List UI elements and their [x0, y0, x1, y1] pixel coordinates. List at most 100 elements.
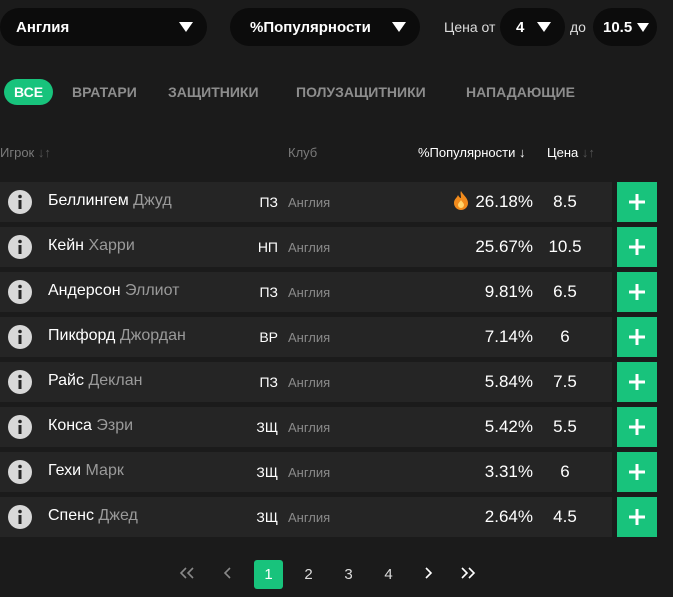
info-icon[interactable]	[7, 324, 33, 350]
position: ЗЩ	[256, 509, 278, 525]
player-name: Пикфорд Джордан	[48, 327, 186, 345]
header-club: Клуб	[288, 145, 318, 160]
price: 5.5	[553, 417, 577, 436]
last-name: Андерсон	[48, 282, 121, 299]
header-player[interactable]: Игрок ↓↑	[0, 145, 51, 160]
first-name: Джордан	[119, 327, 186, 344]
player-name: Гехи Марк	[48, 462, 124, 480]
price-from-label: Цена от	[444, 19, 496, 35]
plus-icon	[629, 284, 645, 300]
caret	[179, 22, 193, 32]
add-button[interactable]	[617, 452, 657, 492]
plus-icon	[629, 329, 645, 345]
table-row: Гехи Марк ЗЩ Англия 3.31% 6	[0, 452, 612, 492]
club: Англия	[288, 420, 331, 435]
prev-page[interactable]	[222, 566, 234, 580]
price-from-dropdown[interactable]: 4	[500, 8, 565, 46]
club: Англия	[288, 510, 331, 525]
table-row: Беллингем Джуд ПЗ Англия 26.18% 8.5	[0, 182, 612, 222]
price: 6	[560, 327, 570, 346]
last-name: Пикфорд	[48, 327, 116, 344]
popularity: 25.67%	[475, 237, 533, 256]
first-name: Харри	[88, 237, 135, 254]
position: ВР	[259, 329, 278, 345]
club: Англия	[288, 240, 331, 255]
country-value: Англия	[16, 18, 70, 36]
popularity: 5.84%	[484, 372, 533, 391]
add-button[interactable]	[617, 227, 657, 267]
last-name: Райс	[48, 372, 84, 389]
tab[interactable]: ЗАЩИТНИКИ	[168, 84, 259, 100]
price: 10.5	[548, 237, 582, 256]
price: 8.5	[553, 192, 577, 211]
popularity: 9.81%	[484, 282, 533, 301]
last-name: Кейн	[48, 237, 84, 254]
player-name: Андерсон Эллиот	[48, 282, 179, 300]
club: Англия	[288, 195, 331, 210]
info-icon[interactable]	[7, 189, 33, 215]
header-popularity[interactable]: %Популярности ↓	[418, 145, 526, 160]
add-button[interactable]	[617, 407, 657, 447]
position: ЗЩ	[256, 464, 278, 480]
table-row: Конса Эзри ЗЩ Англия 5.42% 5.5	[0, 407, 612, 447]
club: Англия	[288, 465, 331, 480]
tab[interactable]: ВРАТАРИ	[72, 84, 137, 100]
price-to-dropdown[interactable]: 10.5	[593, 8, 657, 46]
position: ПЗ	[259, 284, 278, 300]
last-page[interactable]	[459, 566, 477, 580]
position: ПЗ	[259, 374, 278, 390]
popularity: 3.31%	[484, 462, 533, 481]
position: ПЗ	[259, 194, 278, 210]
last-name: Гехи	[48, 462, 82, 479]
add-button[interactable]	[617, 182, 657, 222]
price-from-value: 4	[516, 18, 525, 36]
tab[interactable]: ВСЕ	[4, 79, 54, 105]
tab[interactable]: НАПАДАЮЩИЕ	[466, 84, 575, 100]
tab[interactable]: ПОЛУЗАЩИТНИКИ	[296, 84, 426, 100]
add-button[interactable]	[617, 317, 657, 357]
last-name: Конса	[48, 417, 92, 434]
page-number[interactable]: 3	[344, 566, 353, 583]
price: 7.5	[553, 372, 577, 391]
next-page[interactable]	[422, 566, 434, 580]
page-number[interactable]: 2	[304, 566, 313, 583]
header-text: %Популярности	[418, 145, 516, 160]
info-icon[interactable]	[7, 234, 33, 260]
popularity: 7.14%	[484, 327, 533, 346]
position: ЗЩ	[256, 419, 278, 435]
popularity: 26.18%	[475, 192, 533, 211]
price-to-label: до	[570, 19, 586, 35]
table-row: Райс Деклан ПЗ Англия 5.84% 7.5	[0, 362, 612, 402]
plus-icon	[629, 374, 645, 390]
add-button[interactable]	[617, 497, 657, 537]
add-button[interactable]	[617, 272, 657, 312]
info-icon[interactable]	[7, 369, 33, 395]
table-row: Пикфорд Джордан ВР Англия 7.14% 6	[0, 317, 612, 357]
info-icon[interactable]	[7, 414, 33, 440]
table-row: Кейн Харри НП Англия 25.67% 10.5	[0, 227, 612, 267]
player-name: Беллингем Джуд	[48, 192, 172, 210]
sort-icon: ↓↑	[581, 145, 595, 160]
sort-icon: ↓↑	[37, 145, 51, 160]
sort-dropdown[interactable]: %Популярности	[230, 8, 420, 46]
info-icon[interactable]	[7, 504, 33, 530]
add-button[interactable]	[617, 362, 657, 402]
first-name: Эзри	[96, 417, 134, 434]
info-icon[interactable]	[7, 459, 33, 485]
plus-icon	[629, 194, 645, 210]
popularity: 5.42%	[484, 417, 533, 436]
plus-icon	[629, 239, 645, 255]
last-name: Спенс	[48, 507, 94, 524]
first-page[interactable]	[178, 566, 196, 580]
info-icon[interactable]	[7, 279, 33, 305]
country-dropdown[interactable]: Англия	[0, 8, 207, 46]
player-name: Конса Эзри	[48, 417, 133, 435]
page-number[interactable]: 1	[254, 560, 283, 589]
caret	[537, 22, 551, 32]
header-price[interactable]: Цена ↓↑	[547, 145, 595, 160]
price: 6.5	[553, 282, 577, 301]
price: 6	[560, 462, 570, 481]
page-number[interactable]: 4	[384, 566, 393, 583]
club: Англия	[288, 285, 331, 300]
